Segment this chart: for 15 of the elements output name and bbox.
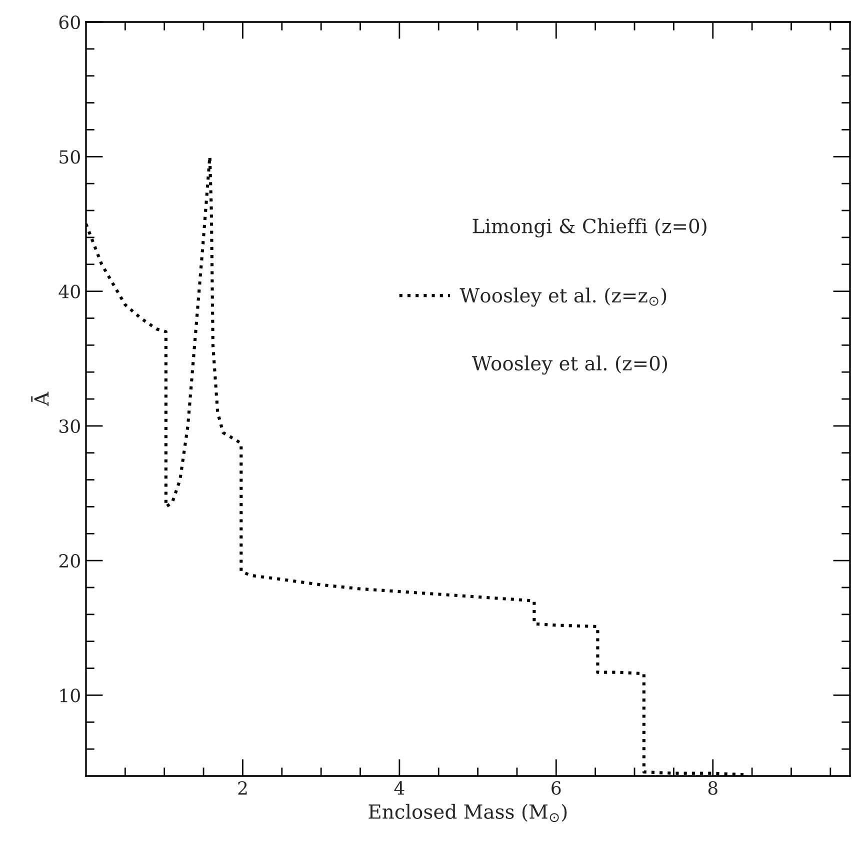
- x-tick-label: 4: [394, 781, 404, 795]
- y-tick-label: 60: [59, 15, 80, 30]
- x-tick-label: 2: [238, 781, 247, 795]
- x-tick-label: 6: [552, 781, 561, 795]
- y-tick-label: 20: [59, 554, 80, 568]
- y-tick-label: 30: [60, 419, 80, 434]
- legend-label: Woosley et al. (z=z$_{⊙}$): [460, 288, 666, 307]
- y-tick-label: 10: [60, 688, 80, 702]
- y-tick-label: 40: [58, 284, 80, 298]
- y-axis-title: Ā: [31, 392, 49, 406]
- annotation: Limongi & Chieffi (z=0): [472, 218, 706, 238]
- y-tick-label: 50: [60, 150, 80, 164]
- annotation: Woosley et al. (z=0): [472, 356, 667, 375]
- x-tick-label: 8: [708, 781, 718, 795]
- x-axis-title: Enclosed Mass (M$_{⊙}$): [368, 804, 567, 822]
